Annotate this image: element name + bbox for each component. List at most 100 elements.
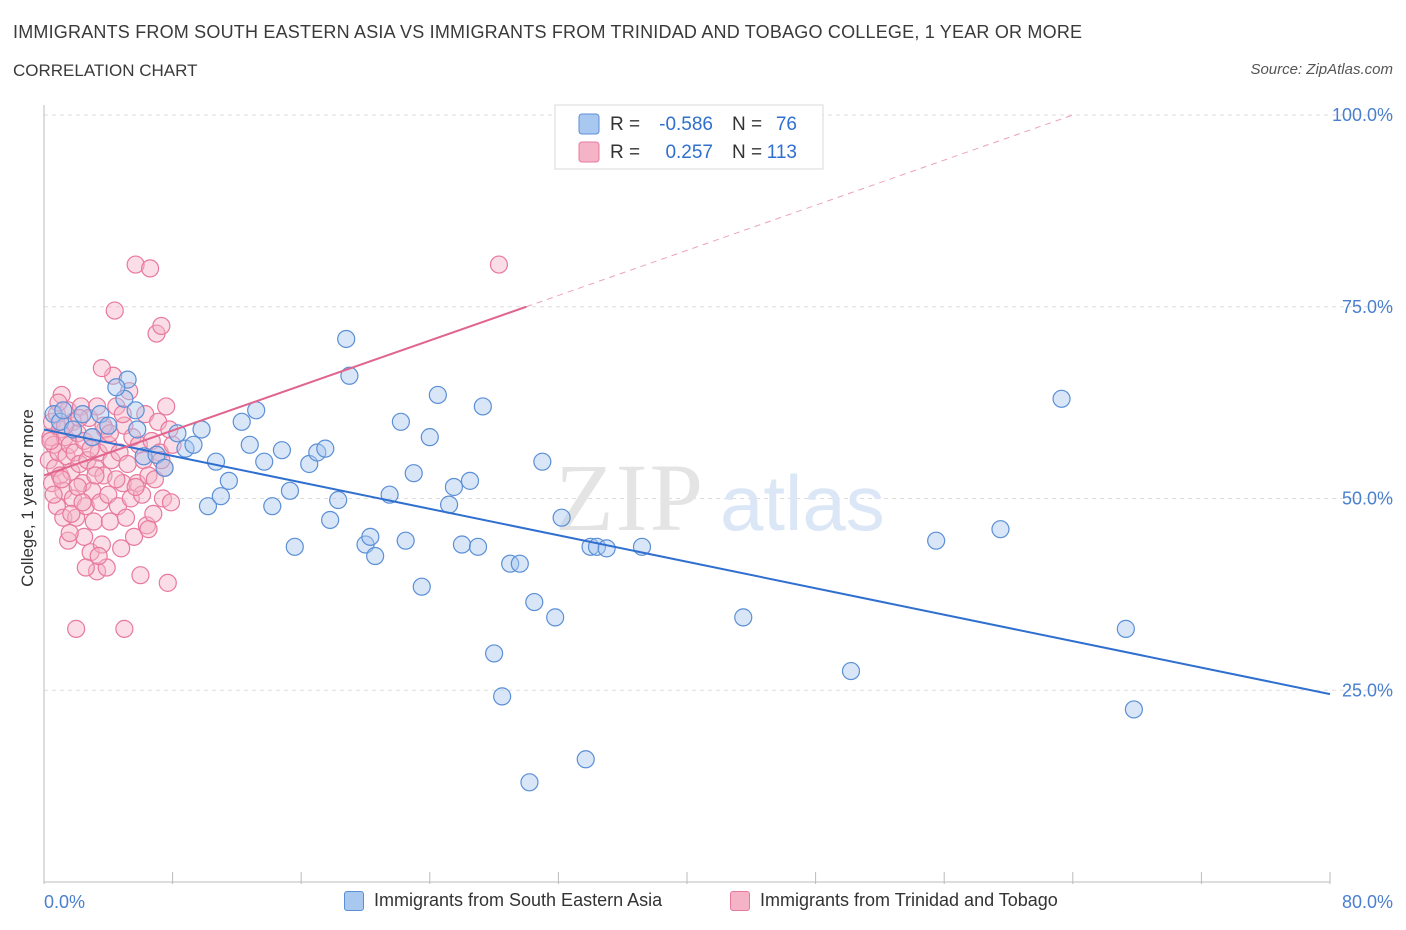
- gridlines: [44, 114, 1393, 691]
- blue-point-10: [126, 401, 145, 420]
- blue-trendline: [43, 428, 1331, 696]
- trendlines: [43, 114, 1331, 696]
- bottom-legend: Immigrants from South Eastern Asia Immig…: [0, 890, 1406, 916]
- blue-point-35: [329, 490, 348, 510]
- blue-series-points: [44, 329, 1143, 792]
- blue-point-2: [54, 401, 73, 420]
- pink-point-77: [144, 504, 163, 523]
- pink-point-100: [73, 493, 92, 512]
- pink-point-82: [152, 316, 171, 336]
- blue-point-75: [107, 378, 126, 397]
- legend-swatch-pink: [578, 141, 600, 163]
- pink-point-86: [158, 573, 177, 592]
- pink-point-52: [105, 301, 124, 320]
- pink-point-97: [89, 546, 108, 566]
- legend-item-south-eastern-asia: Immigrants from South Eastern Asia: [344, 890, 662, 911]
- legend-n-value-pink: 113: [767, 142, 797, 163]
- blue-point-37: [340, 366, 359, 385]
- blue-point-43: [396, 531, 415, 550]
- blue-point-57: [510, 554, 529, 573]
- pink-point-111: [92, 359, 111, 378]
- blue-point-24: [240, 435, 259, 454]
- blue-point-68: [734, 608, 753, 627]
- pink-point-49: [100, 512, 120, 531]
- blue-point-18: [192, 420, 211, 439]
- chart-title: IMMIGRANTS FROM SOUTH EASTERN ASIA VS IM…: [13, 22, 1083, 42]
- blue-point-55: [493, 687, 512, 706]
- chart-subtitle: CORRELATION CHART: [13, 61, 198, 80]
- blue-point-71: [991, 520, 1010, 539]
- blue-point-46: [420, 428, 439, 447]
- pink-point-63: [121, 489, 140, 508]
- blue-point-5: [83, 428, 102, 447]
- pink-point-112: [489, 255, 509, 274]
- legend-label-south-eastern-asia: Immigrants from South Eastern Asia: [374, 890, 663, 910]
- blue-point-73: [1116, 619, 1135, 638]
- x-tick-label-max: 80.0%: [1342, 892, 1393, 912]
- x-tick-label-min: 0.0%: [44, 892, 85, 912]
- blue-point-27: [263, 497, 282, 516]
- blue-point-26: [255, 452, 274, 471]
- pink-point-85: [157, 397, 176, 416]
- y-axis-label: College, 1 year or more: [18, 409, 37, 587]
- pink-point-109: [41, 431, 60, 451]
- blue-point-40: [366, 546, 385, 566]
- pink-point-7: [47, 497, 66, 516]
- blue-point-62: [552, 508, 571, 527]
- pink-point-99: [60, 523, 79, 543]
- pink-point-66: [126, 255, 145, 274]
- blue-point-50: [452, 535, 472, 554]
- blue-point-61: [546, 608, 565, 627]
- legend-r-label-pink: R =: [610, 142, 640, 163]
- blue-point-21: [211, 487, 230, 506]
- pink-point-108: [52, 470, 71, 489]
- source-label: Source: ZipAtlas.com: [1250, 61, 1393, 78]
- blue-point-22: [219, 471, 238, 490]
- legend-swatch-south-eastern-asia: [344, 890, 364, 911]
- blue-point-66: [597, 539, 616, 558]
- blue-point-19: [198, 497, 218, 516]
- blue-point-59: [525, 592, 544, 612]
- blue-point-30: [285, 537, 304, 556]
- pink-point-69: [131, 566, 150, 585]
- legend-swatch-trinidad-and-tobago: [730, 890, 750, 911]
- legend-swatch-blue: [578, 113, 600, 135]
- legend-r-label-blue: R =: [610, 114, 640, 135]
- pink-point-102: [100, 424, 120, 443]
- y-tick-label-75: 75.0%: [1342, 297, 1393, 317]
- blue-point-17: [184, 435, 203, 454]
- pink-point-91: [68, 477, 87, 497]
- pink-point-107: [44, 485, 63, 504]
- blue-point-53: [473, 397, 492, 416]
- blue-point-70: [927, 531, 946, 550]
- blue-point-60: [533, 452, 552, 471]
- pink-point-96: [76, 558, 95, 577]
- blue-point-49: [444, 477, 464, 497]
- blue-point-72: [1052, 389, 1071, 408]
- blue-point-34: [321, 510, 340, 530]
- blue-point-45: [412, 577, 431, 596]
- y-tick-label-100: 100.0%: [1332, 105, 1393, 125]
- pink-point-60: [116, 508, 136, 527]
- blue-point-11: [128, 420, 147, 439]
- legend-r-value-blue: -0.586: [659, 114, 713, 135]
- pink-point-94: [107, 470, 126, 489]
- y-tick-label-25: 25.0%: [1342, 680, 1393, 700]
- legend-n-label-blue: N =: [732, 114, 762, 135]
- blue-point-54: [485, 644, 504, 663]
- blue-point-52: [468, 537, 488, 556]
- blue-point-69: [841, 661, 861, 681]
- y-tick-labels: 25.0% 50.0% 75.0% 100.0%: [1332, 105, 1393, 700]
- blue-point-4: [73, 405, 92, 424]
- blue-point-7: [99, 416, 118, 435]
- blue-point-42: [391, 412, 410, 431]
- pink-point-88: [161, 493, 181, 512]
- legend-r-value-pink: 0.257: [665, 142, 713, 163]
- legend-n-value-blue: 76: [776, 114, 797, 135]
- blue-point-20: [206, 452, 226, 471]
- pink-point-65: [124, 527, 144, 546]
- pink-point-59: [115, 619, 134, 638]
- x-ticks: [43, 872, 1331, 884]
- watermark: ZIP atlas: [555, 444, 885, 551]
